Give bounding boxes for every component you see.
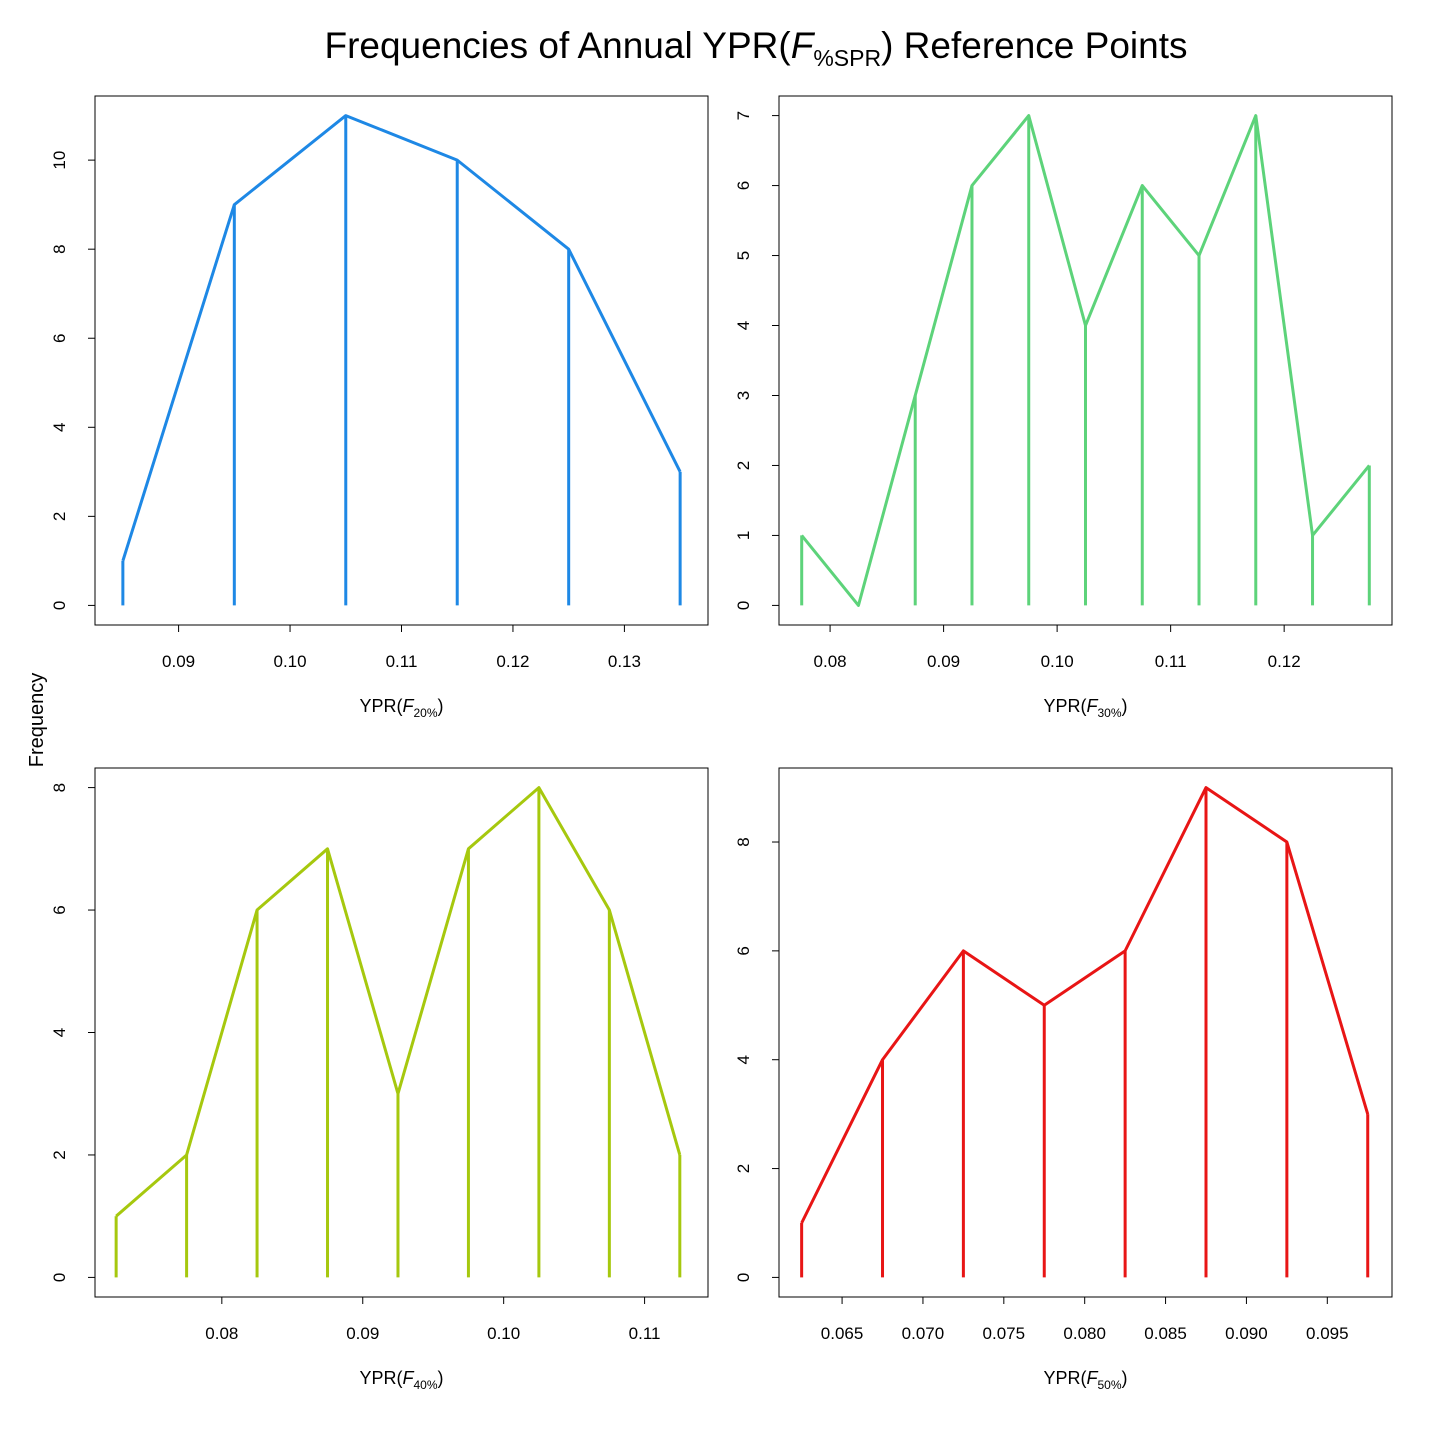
x-tick-label: 0.10 [1041, 652, 1074, 671]
figure-title-suffix: ) Reference Points [881, 25, 1187, 66]
y-tick-label: 1 [734, 531, 753, 540]
x-tick-label: 0.10 [487, 1324, 520, 1343]
x-tick-label: 0.12 [496, 652, 529, 671]
x-tick-label: 0.070 [902, 1324, 945, 1343]
panel-20pct: 0.09 0.10 0.11 0.12 0.13 0 2 4 6 8 10 YPR(F20%) [50, 95, 709, 720]
y-tick-label: 2 [50, 512, 69, 521]
x-axis-label-italic: F [1086, 1368, 1098, 1388]
x-tick-label: 0.11 [1155, 652, 1187, 671]
y-tick-label: 8 [734, 837, 753, 846]
x-axis-label-prefix: YPR( [359, 696, 402, 716]
x-axis-label-subscript: 40% [413, 1378, 437, 1392]
x-axis-label-suffix: ) [1122, 696, 1128, 716]
y-tick-label: 0 [50, 1273, 69, 1282]
y-tick-label: 4 [734, 321, 753, 330]
x-tick-label: 0.09 [927, 652, 960, 671]
x-axis-label-prefix: YPR( [1043, 1368, 1086, 1388]
figure-title: Frequencies of Annual YPR(F%SPR) Referen… [324, 25, 1187, 71]
x-tick-label: 0.075 [983, 1324, 1026, 1343]
y-tick-label: 5 [734, 251, 753, 260]
figure-title-subscript: %SPR [813, 45, 881, 71]
x-tick-label: 0.10 [273, 652, 306, 671]
x-axis-label-suffix: ) [438, 696, 444, 716]
y-tick-label: 2 [734, 461, 753, 470]
x-axis-label-prefix: YPR( [1043, 696, 1086, 716]
x-tick-label: 0.090 [1225, 1324, 1268, 1343]
x-axis-label: YPR(F30%) [1043, 696, 1127, 720]
x-tick-label: 0.065 [821, 1324, 864, 1343]
y-tick-label: 4 [50, 1028, 69, 1037]
x-tick-label: 0.08 [814, 652, 847, 671]
x-tick-label: 0.095 [1306, 1324, 1349, 1343]
y-tick-label: 0 [734, 1273, 753, 1282]
y-tick-label: 8 [50, 783, 69, 792]
y-tick-label: 4 [50, 423, 69, 432]
y-tick-label: 6 [50, 905, 69, 914]
figure-title-prefix: Frequencies of Annual YPR( [324, 25, 791, 66]
frequency-line [121, 114, 682, 562]
x-axis-label: YPR(F40%) [359, 1368, 443, 1392]
x-axis-label-italic: F [402, 1368, 414, 1388]
y-tick-label: 6 [734, 946, 753, 955]
x-axis-label-prefix: YPR( [359, 1368, 402, 1388]
x-axis-label-subscript: 50% [1097, 1378, 1121, 1392]
x-axis-label-italic: F [1086, 696, 1098, 716]
x-tick-label: 0.09 [162, 652, 195, 671]
frequency-line [800, 786, 1370, 1224]
x-tick-label: 0.11 [629, 1324, 661, 1343]
figure-title-italic: F [791, 25, 816, 66]
frequency-line [800, 114, 1371, 607]
x-tick-label: 0.11 [386, 652, 418, 671]
plot-frame [778, 767, 1393, 1298]
y-tick-label: 0 [734, 601, 753, 610]
panel-30pct: 0.08 0.09 0.10 0.11 0.12 0 1 2 3 4 5 6 7 YPR(F30%) [734, 95, 1393, 720]
x-tick-label: 0.085 [1144, 1324, 1187, 1343]
y-tick-label: 6 [50, 334, 69, 343]
x-axis-label-suffix: ) [438, 1368, 444, 1388]
figure-y-axis-label: Frequency [26, 673, 48, 768]
panel-40pct: 0.08 0.09 0.10 0.11 0 2 4 6 8 YPR(F40%) [50, 767, 709, 1392]
y-tick-label: 10 [50, 151, 69, 170]
frequency-line [115, 786, 682, 1218]
x-tick-label: 0.13 [608, 652, 641, 671]
x-axis-label-italic: F [402, 696, 414, 716]
panels-group: 0.09 0.10 0.11 0.12 0.130246810YPR(F20%)0.08… [50, 95, 1393, 1392]
y-tick-label: 0 [50, 601, 69, 610]
y-tick-label: 8 [50, 244, 69, 253]
x-axis-label-suffix: ) [1122, 1368, 1128, 1388]
y-tick-label: 2 [50, 1150, 69, 1159]
x-axis-label: YPR(F50%) [1043, 1368, 1127, 1392]
x-axis-label: YPR(F20%) [359, 696, 443, 720]
x-tick-label: 0.08 [205, 1324, 238, 1343]
y-tick-label: 7 [734, 111, 753, 120]
x-tick-label: 0.080 [1063, 1324, 1106, 1343]
x-tick-label: 0.12 [1268, 652, 1301, 671]
x-axis-label-subscript: 30% [1097, 706, 1121, 720]
x-axis-label-subscript: 20% [413, 706, 437, 720]
y-tick-label: 6 [734, 181, 753, 190]
panel-50pct: 0.065 0.070 0.075 0.080 0.085 0.090 0.095 0 2 4 6 8… [734, 767, 1393, 1392]
y-tick-label: 4 [734, 1055, 753, 1064]
y-tick-label: 2 [734, 1164, 753, 1173]
y-tick-label: 3 [734, 391, 753, 400]
plot-frame [778, 95, 1393, 626]
x-tick-label: 0.09 [346, 1324, 379, 1343]
